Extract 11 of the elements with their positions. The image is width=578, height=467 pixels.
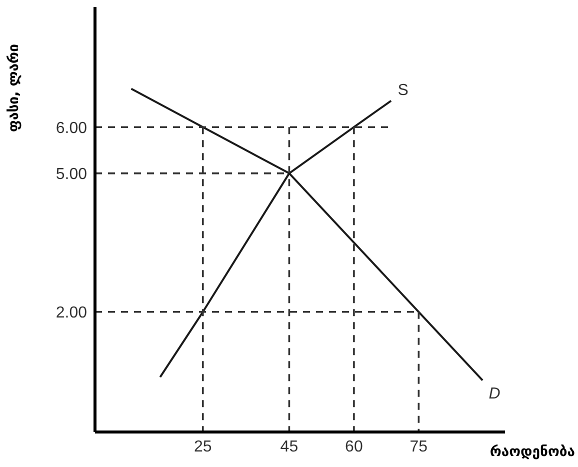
series-label: D — [488, 385, 501, 402]
x-tick-label: 75 — [410, 438, 428, 456]
y-tick-label: 6.00 — [56, 120, 88, 137]
y-tick-label: 2.00 — [56, 304, 88, 322]
y-tick-label: 5.00 — [56, 166, 88, 183]
series-label: S — [398, 82, 408, 99]
x-tick-label: 45 — [280, 438, 298, 456]
x-axis-title: რაოდენობა — [490, 444, 576, 460]
x-tick-label: 25 — [194, 438, 212, 456]
x-tick-label: 60 — [345, 438, 363, 456]
y-axis-title: ფასი, ლარი — [6, 44, 22, 132]
